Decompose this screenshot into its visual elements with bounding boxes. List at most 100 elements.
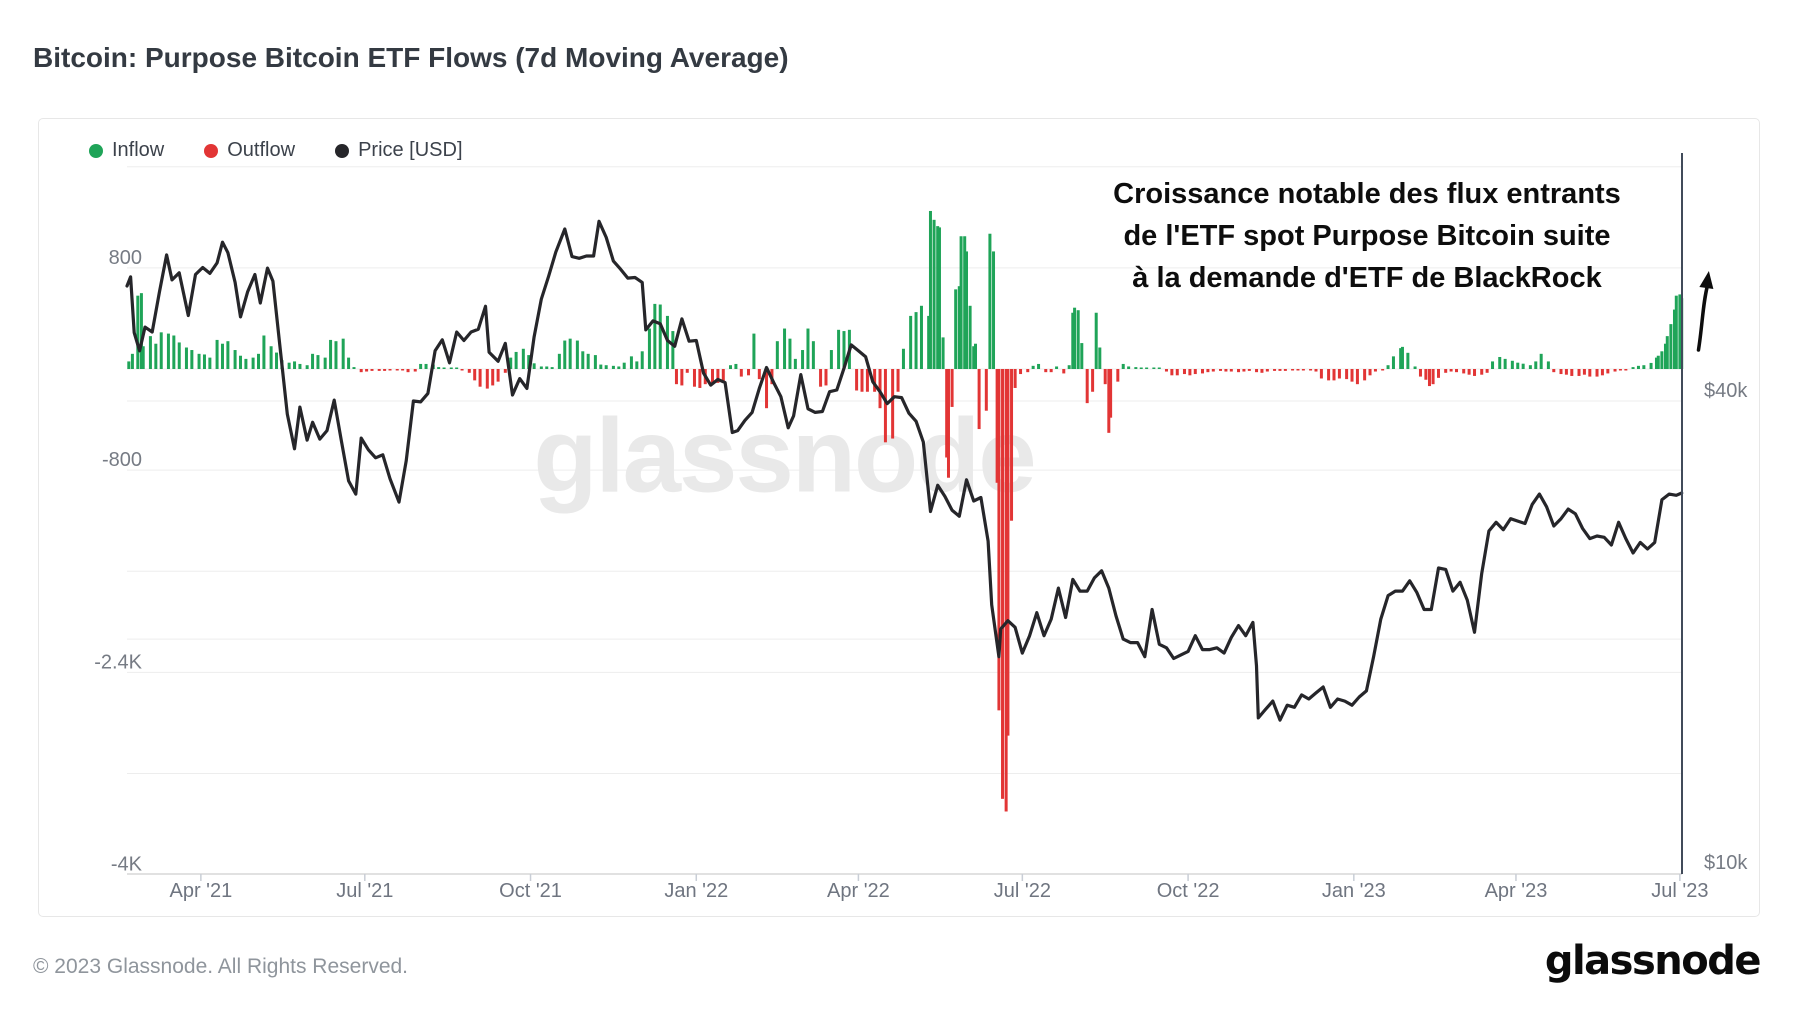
- flow-bar: [1013, 369, 1017, 388]
- flow-bar: [997, 369, 1001, 711]
- flow-bar: [478, 369, 482, 387]
- flow-bar: [941, 337, 945, 369]
- flow-bar: [251, 357, 255, 369]
- inflow-dot-icon: [89, 143, 103, 158]
- flow-bar: [1636, 365, 1640, 369]
- flow-bar: [1091, 369, 1095, 392]
- flow-bar: [739, 369, 743, 377]
- flow-bar: [604, 365, 608, 369]
- flow-bar: [1427, 369, 1431, 387]
- flow-bar: [370, 369, 374, 371]
- flow-bar: [1309, 369, 1313, 371]
- flow-bar: [710, 369, 714, 383]
- flow-bar: [545, 366, 549, 369]
- flow-bar: [954, 289, 958, 369]
- flow-bar: [698, 369, 702, 388]
- flow-bar: [568, 338, 572, 369]
- flow-bar: [1480, 369, 1484, 375]
- page-title: Bitcoin: Purpose Bitcoin ETF Flows (7d M…: [33, 42, 789, 73]
- flow-bar: [1121, 363, 1125, 369]
- flow-bar: [1455, 369, 1459, 373]
- flow-bar: [190, 350, 194, 369]
- flow-bar: [873, 369, 877, 392]
- flow-bar: [1242, 369, 1246, 372]
- flow-bar: [974, 343, 978, 369]
- flow-bar: [197, 353, 201, 369]
- flow-bar: [1019, 369, 1023, 375]
- flow-bar: [1424, 369, 1428, 380]
- flow-bar: [1010, 369, 1014, 521]
- flow-bar: [491, 369, 495, 386]
- flow-bar: [1283, 369, 1287, 371]
- flow-bar: [1570, 369, 1574, 376]
- flow-bar: [527, 355, 531, 369]
- flow-bar: [539, 366, 543, 369]
- flow-bar: [801, 350, 805, 369]
- flow-bar: [1503, 358, 1507, 369]
- flow-bar: [775, 341, 779, 369]
- flow-bar: [159, 332, 163, 369]
- flow-bar: [1552, 369, 1556, 373]
- flow-bar: [1400, 346, 1404, 369]
- flow-bar: [419, 363, 423, 369]
- flow-bar: [1006, 369, 1010, 736]
- flow-bar: [1373, 369, 1377, 372]
- flow-bar: [1127, 366, 1131, 369]
- flow-bar: [1152, 367, 1156, 369]
- flow-bar: [136, 295, 140, 369]
- flow-bar: [1116, 369, 1120, 382]
- y-left-label: 800: [109, 247, 142, 269]
- x-axis-label: Oct '22: [1157, 880, 1220, 902]
- flow-bar: [215, 339, 219, 369]
- flow-bar: [992, 251, 996, 369]
- flow-bar: [514, 351, 518, 369]
- flow-bar: [1031, 365, 1035, 369]
- annotation-callout: Croissance notable des flux entrants de …: [1077, 173, 1657, 299]
- flow-bar: [883, 369, 887, 443]
- flow-bar: [1296, 369, 1300, 371]
- flow-bar: [1582, 369, 1586, 375]
- x-axis-label: Apr '23: [1485, 880, 1548, 902]
- chart-legend: Inflow Outflow Price [USD]: [89, 139, 463, 162]
- flow-bar: [685, 369, 689, 373]
- flow-bar: [233, 350, 237, 369]
- flow-bar: [1473, 369, 1477, 376]
- flow-bar: [154, 343, 158, 369]
- y-left-label: -2.4K: [94, 651, 142, 673]
- flow-bar: [424, 363, 428, 369]
- flow-bar: [842, 331, 846, 369]
- flow-bar: [1431, 369, 1435, 385]
- flow-bar: [1291, 369, 1295, 371]
- flow-bar: [1076, 310, 1080, 369]
- flow-bar: [1595, 369, 1599, 377]
- flow-bar: [509, 357, 513, 369]
- flow-bar: [1485, 369, 1489, 373]
- flow-bar: [437, 367, 441, 369]
- flow-bar: [141, 346, 145, 369]
- flow-bar: [455, 367, 459, 369]
- flow-bar: [1642, 365, 1646, 369]
- flow-bar: [957, 286, 961, 369]
- flow-bar: [1516, 362, 1520, 369]
- flow-bar: [1001, 369, 1005, 799]
- flow-bar: [865, 369, 869, 392]
- flow-bar: [388, 369, 392, 371]
- flow-bar: [1498, 356, 1502, 369]
- flow-bar: [1109, 369, 1113, 418]
- flow-bar: [1067, 365, 1071, 369]
- flow-bar: [950, 369, 954, 407]
- flow-bar: [995, 369, 999, 483]
- flow-bar: [968, 305, 972, 369]
- flow-bar: [721, 369, 725, 383]
- flow-bar: [946, 369, 950, 478]
- flow-bar: [287, 362, 291, 369]
- flow-bar: [1368, 369, 1372, 376]
- flow-bar: [1613, 369, 1617, 372]
- flow-bar: [1564, 369, 1568, 375]
- flow-bar: [1004, 369, 1008, 812]
- flow-bar: [1107, 369, 1111, 433]
- flow-bar: [1206, 369, 1210, 373]
- flow-bar: [1211, 369, 1215, 372]
- flow-bar: [352, 367, 356, 369]
